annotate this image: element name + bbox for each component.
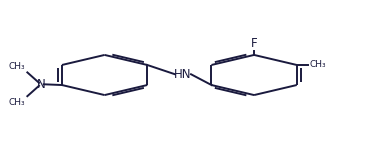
Text: CH₃: CH₃ <box>8 62 25 71</box>
Text: HN: HN <box>174 68 192 81</box>
Text: CH₃: CH₃ <box>310 60 326 69</box>
Text: CH₃: CH₃ <box>8 98 25 107</box>
Text: F: F <box>251 37 257 50</box>
Text: N: N <box>37 78 45 91</box>
